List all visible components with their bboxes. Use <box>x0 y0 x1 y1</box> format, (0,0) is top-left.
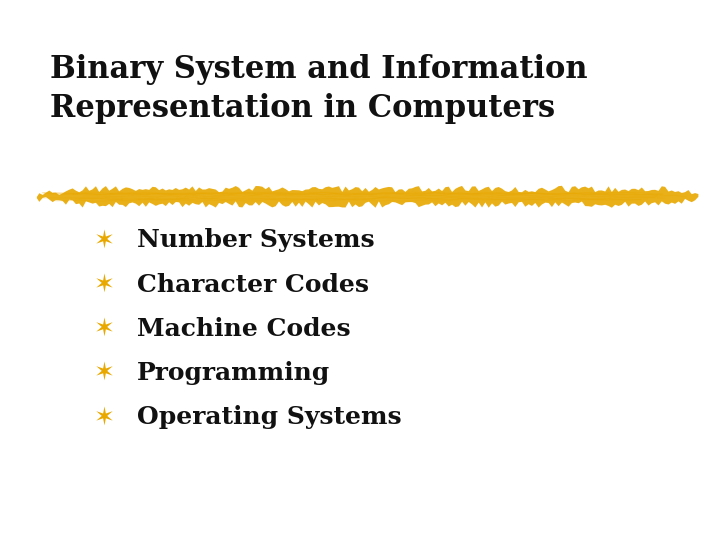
Text: Character Codes: Character Codes <box>137 273 369 296</box>
Text: ✶: ✶ <box>94 273 114 296</box>
Polygon shape <box>36 186 698 208</box>
Text: Operating Systems: Operating Systems <box>137 406 402 429</box>
Text: Programming: Programming <box>137 361 330 385</box>
Text: ✶: ✶ <box>94 361 114 385</box>
Text: ✶: ✶ <box>94 228 114 252</box>
Text: ✶: ✶ <box>94 317 114 341</box>
Text: ✶: ✶ <box>94 406 114 429</box>
Text: Number Systems: Number Systems <box>137 228 374 252</box>
Text: Machine Codes: Machine Codes <box>137 317 351 341</box>
Text: Binary System and Information
Representation in Computers: Binary System and Information Representa… <box>50 54 588 124</box>
